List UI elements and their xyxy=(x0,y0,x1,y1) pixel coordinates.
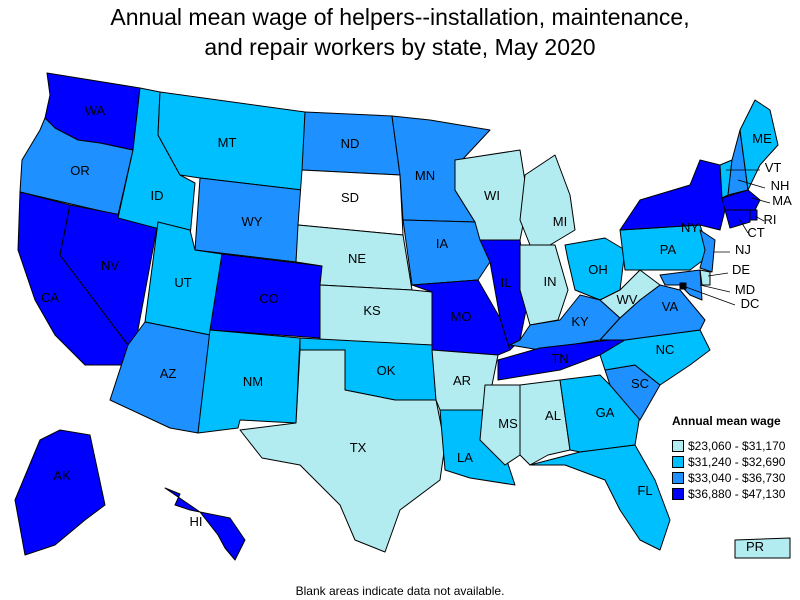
state-label-az: AZ xyxy=(160,366,177,381)
state-label-sd: SD xyxy=(341,190,359,205)
state-label-ks: KS xyxy=(363,303,381,318)
state-label-co: CO xyxy=(259,291,279,306)
state-label-oh: OH xyxy=(588,262,608,277)
legend-item: $36,880 - $47,130 xyxy=(672,486,800,502)
state-tx xyxy=(239,349,446,553)
state-ms xyxy=(479,384,521,466)
callout-line-md xyxy=(699,284,731,293)
state-label-la: LA xyxy=(457,450,473,465)
state-label-ky: KY xyxy=(571,314,589,329)
state-label-tn: TN xyxy=(551,351,568,366)
state-ak xyxy=(14,429,106,556)
callout-line-dc xyxy=(682,285,736,306)
state-ma xyxy=(721,189,761,211)
callout-lines xyxy=(682,169,771,306)
legend-swatch xyxy=(672,488,684,500)
state-label-mi: MI xyxy=(553,214,567,229)
state-label-fl: FL xyxy=(637,483,652,498)
state-label-nj: NJ xyxy=(735,242,751,257)
state-ri xyxy=(749,209,758,221)
state-label-vt: VT xyxy=(765,160,782,175)
state-de xyxy=(699,269,711,286)
state-label-ms: MS xyxy=(498,416,518,431)
state-label-ia: IA xyxy=(436,236,449,251)
state-label-il: IL xyxy=(501,275,512,290)
state-wv xyxy=(599,269,661,319)
state-pr xyxy=(734,537,791,559)
state-label-in: IN xyxy=(544,274,557,289)
state-label-ar: AR xyxy=(453,373,471,388)
state-label-ma: MA xyxy=(772,193,792,208)
state-label-hi: HI xyxy=(190,514,203,529)
callout-line-ri xyxy=(754,215,765,222)
state-label-ok: OK xyxy=(377,363,396,378)
map-title: Annual mean wage of helpers--installatio… xyxy=(0,2,800,62)
legend-item: $23,060 - $31,170 xyxy=(672,438,800,454)
legend: Annual mean wage $23,060 - $31,170 $31,24… xyxy=(672,414,800,502)
state-label-ne: NE xyxy=(348,251,366,266)
state-nj xyxy=(699,229,716,273)
state-mo xyxy=(411,279,511,356)
state-label-mt: MT xyxy=(218,135,237,150)
state-label-nd: ND xyxy=(341,136,360,151)
state-label-pr: PR xyxy=(746,539,764,554)
dc-marker xyxy=(680,283,686,289)
legend-label: $36,880 - $47,130 xyxy=(688,487,786,501)
callout-line-nh xyxy=(737,179,766,189)
state-label-nc: NC xyxy=(656,342,675,357)
state-ia xyxy=(402,219,491,286)
callout-line-de xyxy=(707,272,729,277)
state-ct xyxy=(724,209,751,229)
state-label-nv: NV xyxy=(101,258,119,273)
state-mi xyxy=(519,154,576,246)
state-label-dc: DC xyxy=(741,296,760,311)
state-label-ca: CA xyxy=(41,290,59,305)
state-label-ak: AK xyxy=(53,468,71,483)
title-line-1: Annual mean wage of helpers--installatio… xyxy=(110,4,690,30)
state-label-pa: PA xyxy=(660,242,677,257)
footnote: Blank areas indicate data not available. xyxy=(295,584,505,598)
state-label-wi: WI xyxy=(484,188,500,203)
legend-title: Annual mean wage xyxy=(672,414,781,428)
state-label-md: MD xyxy=(735,282,755,297)
state-label-ut: UT xyxy=(174,275,191,290)
state-hi xyxy=(164,487,246,561)
state-label-ga: GA xyxy=(596,405,615,420)
state-label-nm: NM xyxy=(243,374,263,389)
state-label-wy: WY xyxy=(242,214,263,229)
legend-label: $33,040 - $36,730 xyxy=(688,471,786,485)
state-label-va: VA xyxy=(662,299,679,314)
state-label-or: OR xyxy=(70,163,90,178)
state-label-ny: NY xyxy=(681,220,699,235)
state-label-id: ID xyxy=(151,188,164,203)
state-label-nh: NH xyxy=(771,178,790,193)
legend-swatch xyxy=(672,472,684,484)
state-label-mn: MN xyxy=(415,168,435,183)
callout-line-ma xyxy=(751,197,771,204)
title-line-2: and repair workers by state, May 2020 xyxy=(204,34,596,60)
legend-label: $23,060 - $31,170 xyxy=(688,439,786,453)
legend-item: $31,240 - $32,690 xyxy=(672,454,800,470)
callout-line-ct xyxy=(739,219,749,234)
state-label-mo: MO xyxy=(451,309,472,324)
legend-item: $33,040 - $36,730 xyxy=(672,470,800,486)
state-ny xyxy=(619,159,726,231)
state-label-sc: SC xyxy=(631,376,649,391)
state-fl xyxy=(529,444,671,551)
state-label-ri: RI xyxy=(764,212,777,227)
state-label-wa: WA xyxy=(85,103,106,118)
state-label-al: AL xyxy=(545,408,561,423)
state-label-wv: WV xyxy=(617,292,638,307)
state-label-ct: CT xyxy=(747,225,764,240)
legend-swatch xyxy=(672,456,684,468)
state-label-de: DE xyxy=(732,262,750,277)
state-label-me: ME xyxy=(752,131,772,146)
legend-label: $31,240 - $32,690 xyxy=(688,455,786,469)
legend-swatch xyxy=(672,440,684,452)
state-label-tx: TX xyxy=(350,440,367,455)
